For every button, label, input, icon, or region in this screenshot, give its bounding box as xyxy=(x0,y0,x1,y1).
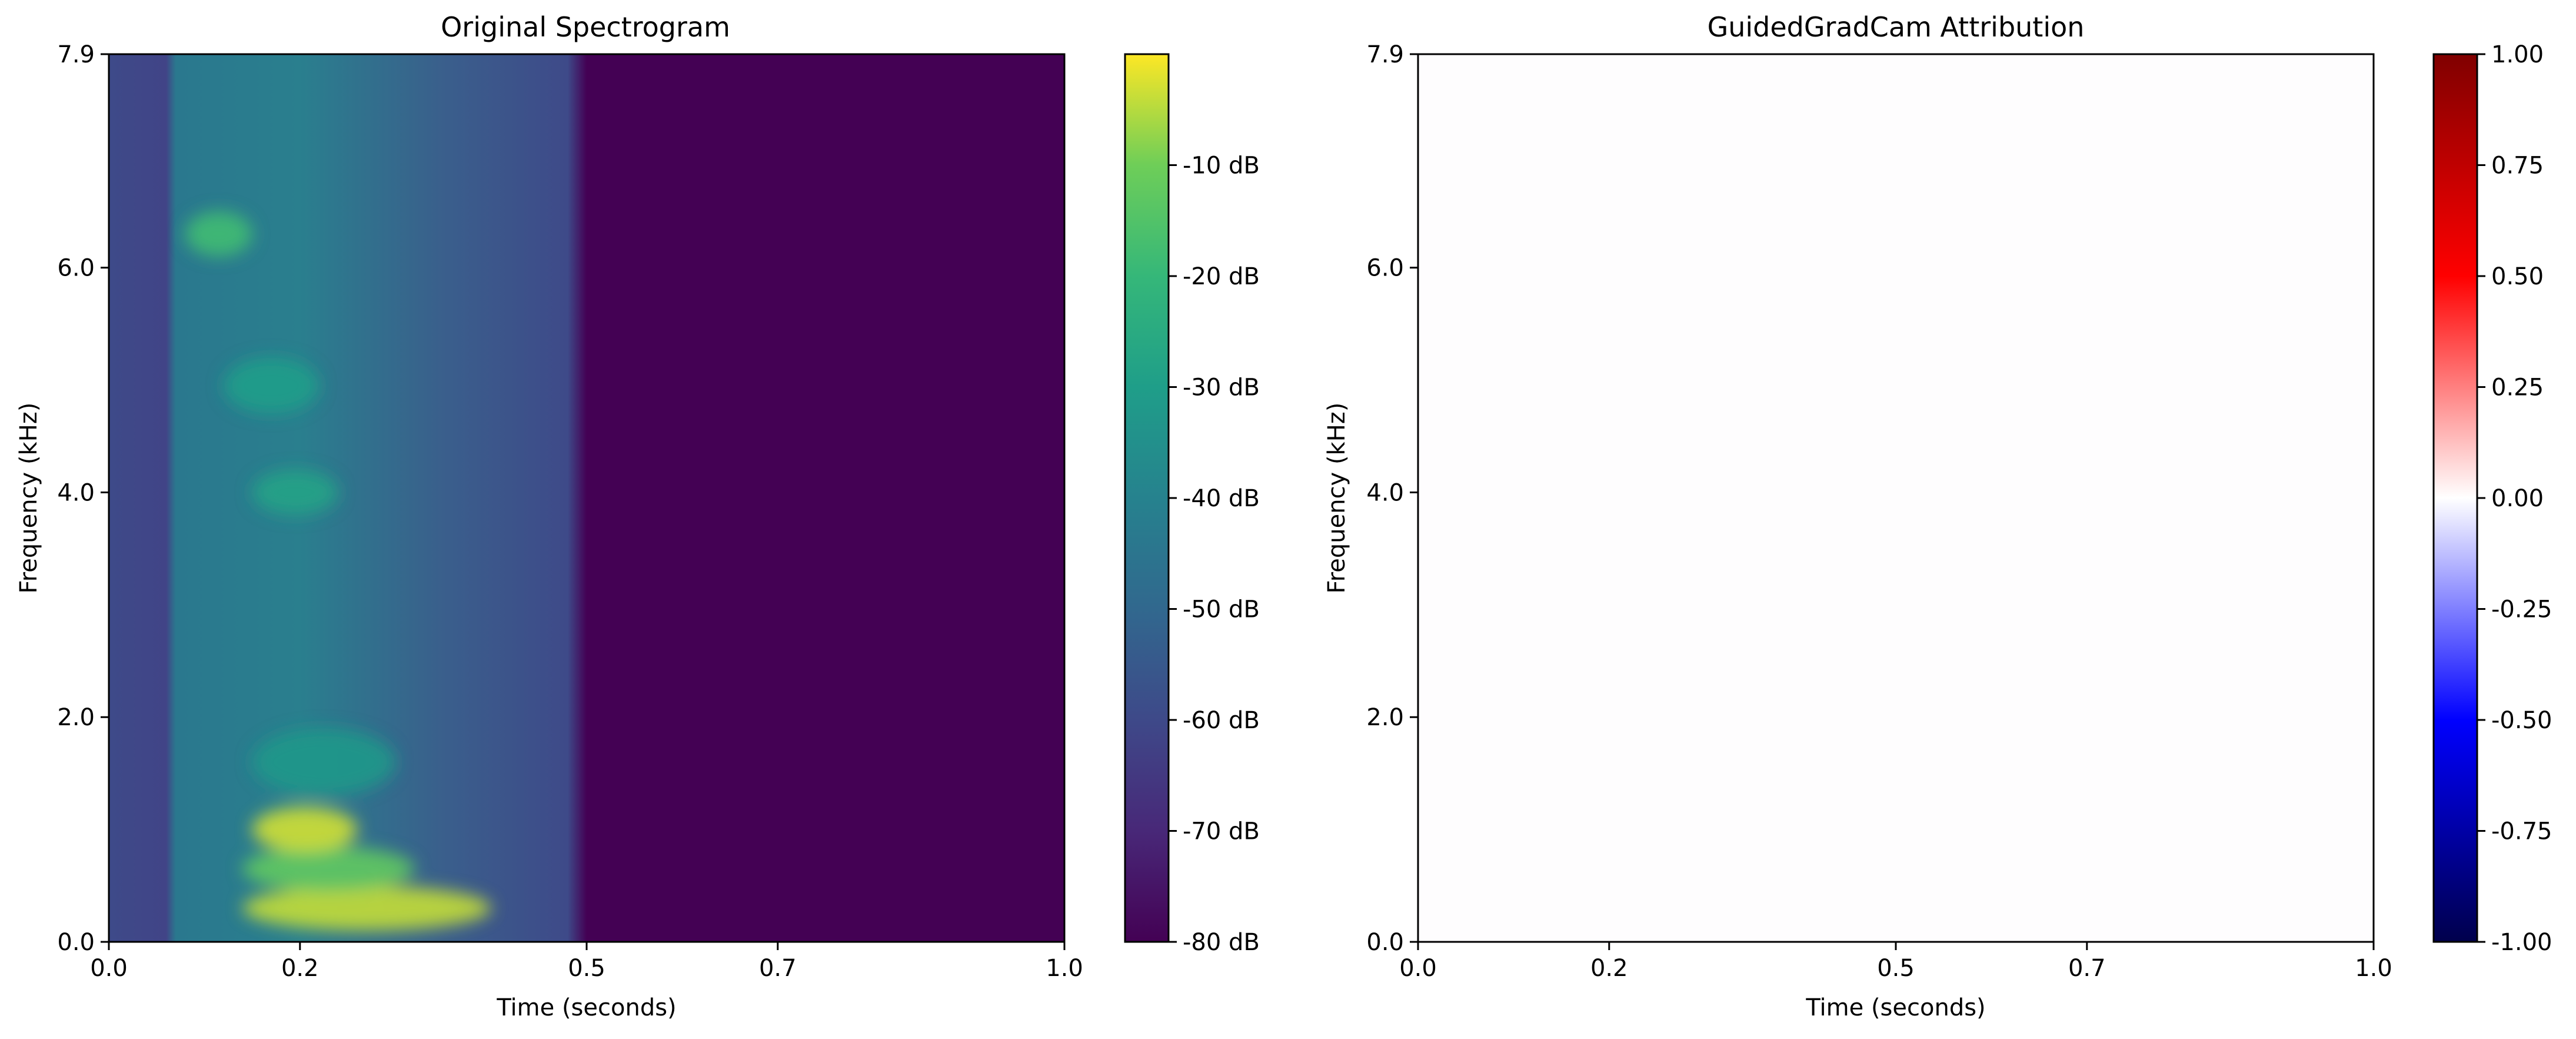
y-tick-label: 6.0 xyxy=(57,255,95,282)
colorbar-gradient xyxy=(2432,53,2478,943)
colorbar-tick-label: -0.50 xyxy=(2491,707,2552,734)
x-tick-label: 0.0 xyxy=(1399,955,1437,982)
colorbar-tick-label: -20 dB xyxy=(1183,263,1260,290)
y-tick-label: 7.9 xyxy=(1366,41,1404,68)
spectrogram-energy-region xyxy=(185,211,252,257)
x-tick-label: 0.5 xyxy=(568,955,605,982)
colorbar-tick-label: -0.75 xyxy=(2491,818,2552,845)
colorbar-tick-label: -80 dB xyxy=(1183,929,1260,956)
spectrogram-energy-region xyxy=(242,846,415,892)
x-tick-label: 0.2 xyxy=(281,955,319,982)
x-tick-label: 0.7 xyxy=(759,955,797,982)
spectrogram-background xyxy=(109,54,1064,942)
y-tick-label: 2.0 xyxy=(1366,704,1404,731)
colorbar-tick-label: 0.50 xyxy=(2491,263,2544,290)
spectrogram-energy-region xyxy=(252,806,358,852)
chart-title: Original Spectrogram xyxy=(441,11,730,43)
x-axis-label: Time (seconds) xyxy=(1805,994,1985,1021)
colorbar: 1.00 0.75 0.50 0.25 0.00 -0.25 -0.50 -0.75 -1.00 xyxy=(2432,41,2552,956)
colorbar-tick-label: -60 dB xyxy=(1183,707,1260,734)
x-axis-label: Time (seconds) xyxy=(496,994,676,1021)
y-axis-label: Frequency (kHz) xyxy=(1323,403,1350,594)
colorbar-tick-label: 0.25 xyxy=(2491,374,2544,401)
colorbar-tick-label: -40 dB xyxy=(1183,485,1260,512)
y-tick-label: 7.9 xyxy=(57,41,95,68)
y-tick-label: 4.0 xyxy=(1366,479,1404,506)
y-tick-label: 0.0 xyxy=(1366,929,1404,956)
y-tick-label: 2.0 xyxy=(57,704,95,731)
colorbar-gradient xyxy=(1124,53,1170,943)
y-axis-label: Frequency (kHz) xyxy=(15,403,42,594)
colorbar-tick-label: 0.00 xyxy=(2491,485,2544,512)
y-tick-label: 6.0 xyxy=(1366,255,1404,282)
colorbar: -10 dB -20 dB -30 dB -40 dB -50 dB -60 dB -70 … xyxy=(1124,53,1260,956)
colorbar-tick-label: -30 dB xyxy=(1183,374,1260,401)
colorbar-tick-label: -1.00 xyxy=(2491,929,2552,956)
attribution-panel: GuidedGradCam Attribution 0.0 0.2 0.5 0.7 1.… xyxy=(1323,11,2552,1021)
x-tick-label: 0.2 xyxy=(1590,955,1628,982)
spectrogram-energy-region xyxy=(252,470,338,515)
x-tick-label: 0.7 xyxy=(2068,955,2106,982)
y-tick-label: 0.0 xyxy=(57,929,95,956)
x-tick-label: 1.0 xyxy=(1046,955,1083,982)
spectrogram-image xyxy=(109,54,1064,942)
x-tick-label: 1.0 xyxy=(2355,955,2392,982)
attribution-image xyxy=(1418,54,2374,942)
colorbar-tick-label: -70 dB xyxy=(1183,818,1260,845)
colorbar-tick-label: 0.75 xyxy=(2491,152,2544,180)
colorbar-tick-label: -10 dB xyxy=(1183,152,1260,180)
colorbar-tick-label: -50 dB xyxy=(1183,596,1260,623)
colorbar-tick-label: -0.25 xyxy=(2491,596,2552,623)
y-tick-label: 4.0 xyxy=(57,479,95,506)
spectrogram-energy-region xyxy=(242,885,491,931)
colorbar-tick-label: 1.00 xyxy=(2491,41,2544,68)
chart-title: GuidedGradCam Attribution xyxy=(1708,11,2085,43)
x-tick-label: 0.0 xyxy=(90,955,128,982)
x-tick-label: 0.5 xyxy=(1877,955,1915,982)
spectrogram-energy-region xyxy=(223,357,319,414)
spectrogram-energy-region xyxy=(252,728,396,796)
spectrogram-panel: Original Spectrogram 0.0 0.2 0.5 0.7 1.0 0.0… xyxy=(15,11,1260,1021)
